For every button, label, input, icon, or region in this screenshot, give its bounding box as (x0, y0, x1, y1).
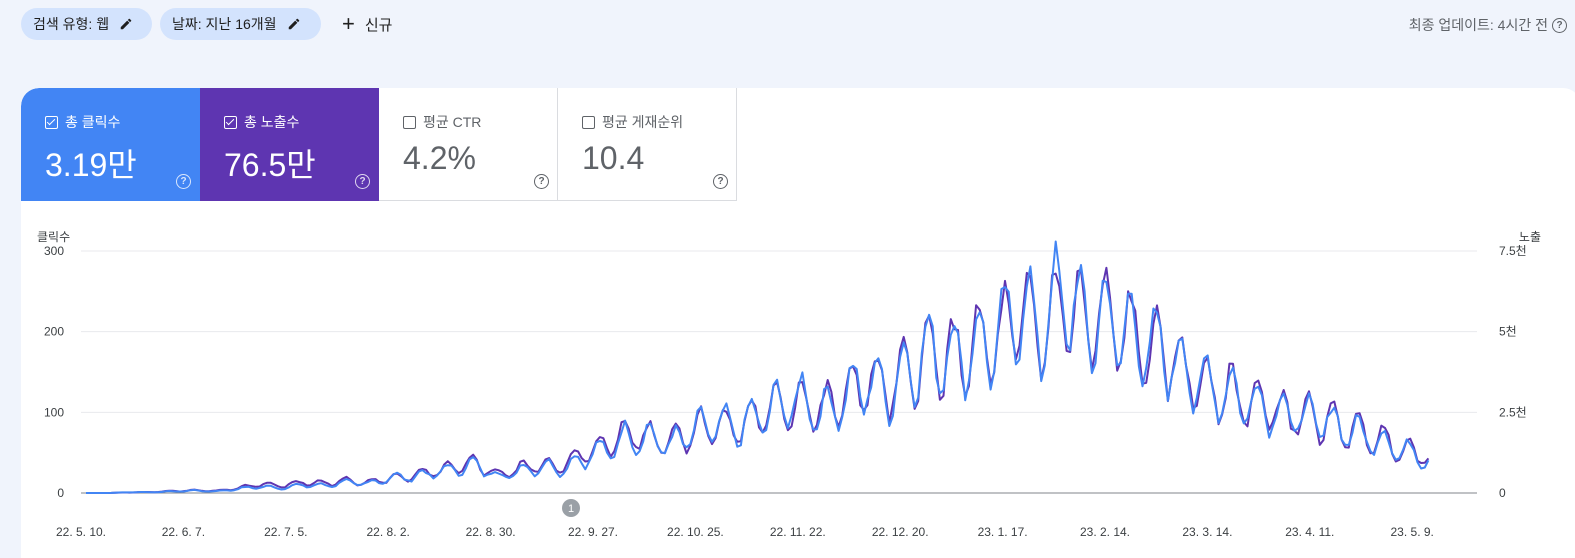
y-tick-label-left: 300 (44, 244, 64, 258)
metric-position-value: 10.4 (582, 140, 645, 176)
metric-position-label: 평균 게재순위 (602, 114, 684, 130)
plus-icon: + (342, 11, 355, 36)
x-tick-label: 22. 8. 30. (466, 525, 516, 539)
x-tick-label: 22. 7. 5. (264, 525, 307, 539)
metric-clicks-value: 3.19만 (45, 147, 137, 183)
metric-average-ctr[interactable]: 평균 CTR 4.2% ? (379, 88, 558, 201)
filter-search-type-label: 검색 유형: 웹 (33, 16, 110, 32)
edit-pencil-icon[interactable] (287, 17, 301, 31)
last-update-status: 최종 업데이트: 4시간 전 ? (1409, 15, 1567, 35)
metric-ctr-value: 4.2% (403, 140, 476, 176)
series-line-impressions (86, 266, 1430, 494)
annotation-marker (562, 499, 580, 517)
filter-chip-date[interactable]: 날짜: 지난 16개월 (160, 8, 321, 40)
metric-total-impressions[interactable]: 총 노출수 76.5만 ? (200, 88, 379, 201)
x-tick-label: 23. 1. 17. (978, 525, 1028, 539)
add-filter-button[interactable]: + 신규 (334, 8, 400, 40)
metric-position-header: 평균 게재순위 (582, 112, 683, 132)
metric-ctr-header: 평균 CTR (403, 112, 481, 132)
metric-clicks-label: 총 클릭수 (65, 114, 121, 130)
y-tick-label-right: 7.5천 (1499, 243, 1527, 258)
help-icon[interactable]: ? (713, 174, 728, 189)
metric-impressions-header: 총 노출수 (224, 112, 299, 132)
y-tick-label-left: 200 (44, 325, 64, 339)
performance-line-chart[interactable]: 0 0 100 2.5천 200 5천 300 7.5천 22. 5. 10. 22. 6. 7.… (21, 176, 1575, 558)
x-tick-label: 22. 8. 2. (367, 525, 410, 539)
last-update-text: 최종 업데이트: 4시간 전 (1408, 17, 1548, 33)
x-tick-label: 23. 4. 11. (1285, 525, 1334, 539)
y-tick-label-right: 2.5천 (1499, 404, 1527, 419)
checkbox-unchecked-icon[interactable] (403, 115, 416, 129)
metric-total-clicks[interactable]: 총 클릭수 3.19만 ? (21, 88, 200, 201)
metric-ctr-label: 평균 CTR (423, 114, 482, 130)
help-icon[interactable]: ? (176, 174, 191, 189)
metric-impressions-label: 총 노출수 (244, 114, 300, 130)
x-tick-label: 22. 12. 20. (872, 525, 929, 539)
series-line-clicks (86, 240, 1430, 494)
x-tick-label: 23. 2. 14. (1080, 525, 1130, 539)
annotation-label: 1 (568, 503, 574, 515)
y-tick-label-right: 5천 (1499, 324, 1517, 339)
help-icon[interactable]: ? (355, 174, 370, 189)
metric-average-position[interactable]: 평균 게재순위 10.4 ? (558, 88, 737, 201)
right-axis-title: 노출 (1518, 230, 1541, 244)
y-tick-label-left: 0 (57, 486, 64, 500)
help-icon[interactable]: ? (1552, 17, 1567, 33)
checkbox-checked-icon[interactable] (224, 115, 237, 129)
x-tick-label: 23. 3. 14. (1182, 525, 1232, 539)
performance-card: 총 클릭수 3.19만 ? 총 노출수 76.5만 ? 평균 CTR 4.2% … (21, 88, 1575, 558)
metric-clicks-header: 총 클릭수 (45, 112, 120, 132)
x-tick-label: 22. 5. 10. (56, 525, 106, 539)
metric-impressions-value: 76.5만 (224, 147, 316, 183)
x-tick-label: 22. 10. 25. (667, 525, 724, 539)
filter-date-label: 날짜: 지난 16개월 (172, 16, 277, 32)
x-tick-label: 22. 11. 22. (770, 525, 826, 539)
x-tick-label: 22. 6. 7. (162, 525, 205, 539)
add-filter-label: 신규 (364, 16, 393, 34)
checkbox-unchecked-icon[interactable] (582, 115, 595, 129)
checkbox-checked-icon[interactable] (45, 115, 58, 129)
edit-pencil-icon[interactable] (119, 17, 133, 31)
left-axis-title: 클릭수 (37, 230, 71, 244)
x-tick-label: 23. 5. 9. (1391, 525, 1434, 539)
help-icon[interactable]: ? (534, 174, 549, 189)
filter-chip-search-type[interactable]: 검색 유형: 웹 (21, 8, 152, 40)
y-tick-label-left: 100 (44, 405, 64, 419)
x-tick-label: 22. 9. 27. (568, 525, 618, 539)
y-tick-label-right: 0 (1499, 486, 1506, 500)
